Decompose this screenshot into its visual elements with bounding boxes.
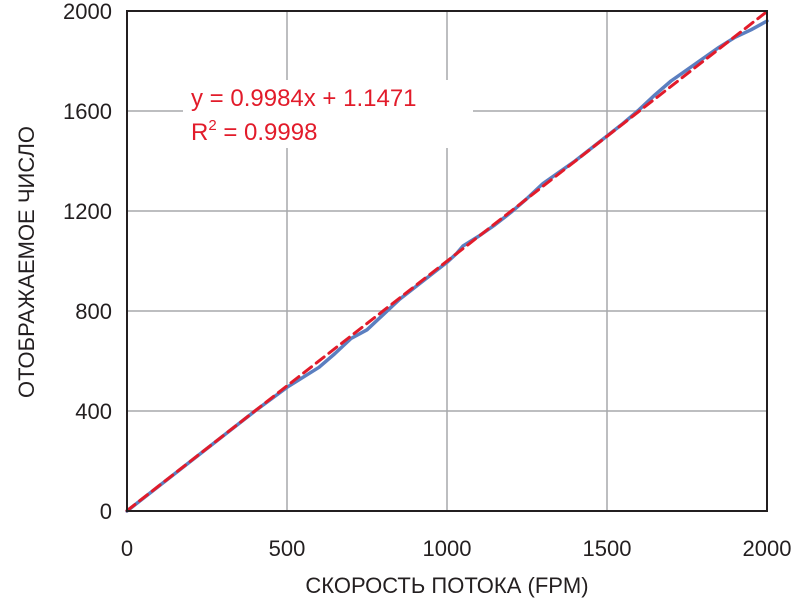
regression-equation: y = 0.9984x + 1.1471 <box>191 85 417 112</box>
x-tick-label: 1500 <box>583 536 632 561</box>
tick-labels: 0 500 1000 1500 2000 0 400 800 1200 1600 2000 <box>63 0 791 561</box>
r-squared-value: = 0.9998 <box>217 119 318 146</box>
y-tick-label: 400 <box>75 399 112 424</box>
y-tick-label: 800 <box>75 299 112 324</box>
regression-fit-line <box>125 10 769 513</box>
x-axis-title: СКОРОСТЬ ПОТОКА (FPM) <box>305 573 588 598</box>
y-tick-label: 1200 <box>63 199 112 224</box>
plot-frame <box>126 10 768 512</box>
r-squared-exponent: 2 <box>208 117 216 134</box>
x-tick-label: 500 <box>269 536 306 561</box>
x-tick-label: 0 <box>121 536 133 561</box>
r-squared-symbol: R <box>191 119 208 146</box>
y-tick-label: 2000 <box>63 0 112 24</box>
regression-annotation: y = 0.9984x + 1.1471 R2 = 0.9998 <box>183 80 473 148</box>
series-layer <box>125 10 769 513</box>
y-tick-label: 1600 <box>63 99 112 124</box>
y-tick-label: 0 <box>100 499 112 524</box>
x-tick-label: 2000 <box>743 536 792 561</box>
y-axis-title: ОТОБРАЖАЕМОЕ ЧИСЛО <box>14 126 39 398</box>
r-squared-label: R2 = 0.9998 <box>191 117 317 146</box>
annotation-background <box>183 80 473 148</box>
measured-data-line <box>125 19 769 513</box>
x-tick-label: 1000 <box>423 536 472 561</box>
